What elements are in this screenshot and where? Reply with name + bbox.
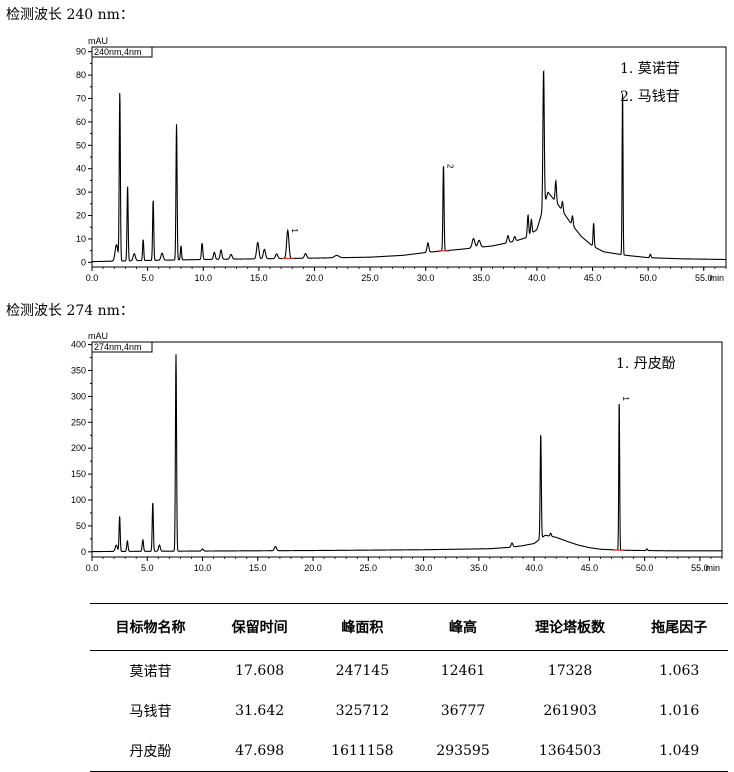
table-cell: 1.063 xyxy=(659,663,700,679)
table-cell: 丹皮酚 xyxy=(129,744,172,760)
y-unit-label: mAU xyxy=(88,36,108,46)
x-tick-label: 45.0 xyxy=(584,273,602,283)
table-cell: 325712 xyxy=(335,703,390,719)
table-cell: 1.049 xyxy=(659,743,700,759)
y-tick-label: 250 xyxy=(71,417,86,427)
table-row: 马钱苷 31.642 325712 36777 261903 1.016 xyxy=(90,691,728,731)
peak-label: 1 xyxy=(621,396,630,401)
x-tick-label: 40.0 xyxy=(525,563,543,573)
chromatogram-trace xyxy=(91,69,726,263)
table-cell: 17.608 xyxy=(235,663,285,679)
y-tick-label: 300 xyxy=(71,391,86,401)
x-tick-label: 50.0 xyxy=(639,273,657,283)
x-tick-label: 55.0 xyxy=(691,563,709,573)
x-tick-label: 30.0 xyxy=(415,563,433,573)
table-cell: 31.642 xyxy=(235,703,285,719)
x-tick-label: 45.0 xyxy=(581,563,599,573)
y-tick-label: 150 xyxy=(71,469,86,479)
y-tick-label: 20 xyxy=(76,211,86,221)
x-tick-label: 10.0 xyxy=(194,563,212,573)
table-cell: 261903 xyxy=(543,703,597,719)
x-tick-label: 0.0 xyxy=(86,273,99,283)
y-tick-label: 10 xyxy=(76,234,86,244)
table-cell: 47.698 xyxy=(235,743,285,759)
x-tick-label: 50.0 xyxy=(636,563,654,573)
channel-tag: 274nm,4nm xyxy=(94,342,142,352)
channel-tag: 240nm,4nm xyxy=(94,47,142,57)
x-tick-label: 10.0 xyxy=(194,273,212,283)
results-table: 目标物名称 保留时间 峰面积 峰高 理论塔板数 拖尾因子 莫诺苷 17.608 … xyxy=(90,603,728,772)
y-tick-label: 90 xyxy=(76,47,86,57)
table-cell: 247145 xyxy=(335,663,390,679)
x-tick-label: 15.0 xyxy=(250,273,268,283)
header-compound-name: 目标物名称 xyxy=(90,603,211,651)
y-tick-label: 80 xyxy=(76,70,86,80)
x-tick-label: 20.0 xyxy=(306,273,324,283)
table-cell: 1611158 xyxy=(331,743,394,759)
table-cell: 1.016 xyxy=(659,703,700,719)
header-peak-area: 峰面积 xyxy=(308,603,417,651)
y-tick-label: 0 xyxy=(81,257,86,267)
section-label-274: 检测波长 274 nm： xyxy=(6,303,134,319)
table-cell: 12461 xyxy=(440,663,486,679)
header-peak-height: 峰高 xyxy=(416,603,510,651)
x-tick-label: 25.0 xyxy=(360,563,378,573)
legend-entry: 1. 丹皮酚 xyxy=(616,356,676,372)
y-tick-label: 60 xyxy=(76,117,86,127)
legend-entry: 1. 莫诺苷 xyxy=(620,61,680,77)
channel-tag-box xyxy=(91,341,153,353)
section-label-240: 检测波长 240 nm： xyxy=(6,7,134,23)
table-row: 丹皮酚 47.698 1611158 293595 1364503 1.049 xyxy=(90,731,728,772)
x-tick-label: 35.0 xyxy=(473,273,491,283)
x-tick-label: 55.0 xyxy=(695,273,713,283)
table-row: 莫诺苷 17.608 247145 12461 17328 1.063 xyxy=(90,651,728,692)
plot-frame xyxy=(91,46,727,268)
y-tick-label: 50 xyxy=(76,521,86,531)
peak-label: 2 xyxy=(445,164,454,169)
peak-label: 1 xyxy=(290,228,299,233)
x-axis-label: min xyxy=(709,273,724,283)
table-cell: 36777 xyxy=(440,703,486,719)
y-tick-label: 350 xyxy=(71,365,86,375)
legend-entry: 2. 马钱苷 xyxy=(620,89,680,105)
x-tick-label: 20.0 xyxy=(304,563,322,573)
x-tick-label: 30.0 xyxy=(417,273,435,283)
y-tick-label: 400 xyxy=(71,340,86,350)
y-tick-label: 30 xyxy=(76,187,86,197)
y-tick-label: 200 xyxy=(71,443,86,453)
table-cell: 1364503 xyxy=(538,743,602,759)
x-tick-label: 25.0 xyxy=(361,273,379,283)
chromatogram-trace xyxy=(92,354,722,553)
x-tick-label: 15.0 xyxy=(249,563,267,573)
x-tick-label: 5.0 xyxy=(141,273,154,283)
table-cell: 17328 xyxy=(547,663,593,679)
plot-frame xyxy=(91,341,723,558)
y-tick-label: 100 xyxy=(71,495,86,505)
header-retention-time: 保留时间 xyxy=(210,603,309,651)
table-header-row: 目标物名称 保留时间 峰面积 峰高 理论塔板数 拖尾因子 xyxy=(90,603,728,651)
header-theoretical-plates: 理论塔板数 xyxy=(509,603,631,651)
x-tick-label: 40.0 xyxy=(528,273,546,283)
y-tick-label: 50 xyxy=(76,140,86,150)
y-tick-label: 70 xyxy=(76,93,86,103)
y-tick-label: 40 xyxy=(76,164,86,174)
y-unit-label: mAU xyxy=(88,331,108,341)
y-tick-label: 0 xyxy=(81,547,86,557)
table-cell: 293595 xyxy=(436,743,490,759)
table-cell: 马钱苷 xyxy=(129,704,172,720)
x-tick-label: 35.0 xyxy=(470,563,488,573)
header-tailing-factor: 拖尾因子 xyxy=(630,603,728,651)
table-cell: 莫诺苷 xyxy=(129,664,172,680)
x-tick-label: 0.0 xyxy=(86,563,99,573)
x-tick-label: 5.0 xyxy=(141,563,154,573)
x-axis-label: min xyxy=(705,563,720,573)
